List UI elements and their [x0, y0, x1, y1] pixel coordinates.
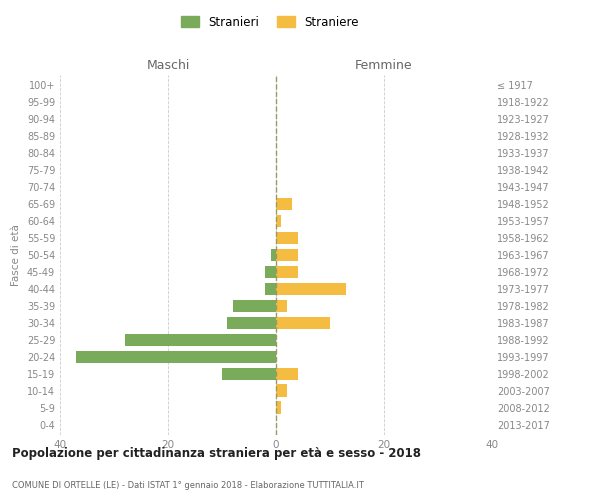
Text: Maschi: Maschi: [146, 60, 190, 72]
Bar: [222, 368, 276, 380]
Bar: [276, 384, 287, 397]
Bar: [276, 214, 281, 228]
Bar: [76, 350, 276, 364]
Text: COMUNE DI ORTELLE (LE) - Dati ISTAT 1° gennaio 2018 - Elaborazione TUTTITALIA.IT: COMUNE DI ORTELLE (LE) - Dati ISTAT 1° g…: [12, 480, 364, 490]
Bar: [265, 282, 276, 296]
Bar: [233, 300, 276, 312]
Bar: [276, 368, 298, 380]
Bar: [271, 248, 276, 262]
Bar: [276, 282, 346, 296]
Text: Popolazione per cittadinanza straniera per età e sesso - 2018: Popolazione per cittadinanza straniera p…: [12, 448, 421, 460]
Bar: [276, 316, 330, 330]
Bar: [276, 232, 298, 244]
Bar: [227, 316, 276, 330]
Legend: Stranieri, Straniere: Stranieri, Straniere: [176, 11, 364, 34]
Bar: [276, 402, 281, 414]
Bar: [276, 266, 298, 278]
Text: Femmine: Femmine: [355, 60, 413, 72]
Bar: [276, 248, 298, 262]
Bar: [125, 334, 276, 346]
Y-axis label: Fasce di età: Fasce di età: [11, 224, 21, 286]
Bar: [265, 266, 276, 278]
Bar: [276, 300, 287, 312]
Bar: [276, 198, 292, 210]
